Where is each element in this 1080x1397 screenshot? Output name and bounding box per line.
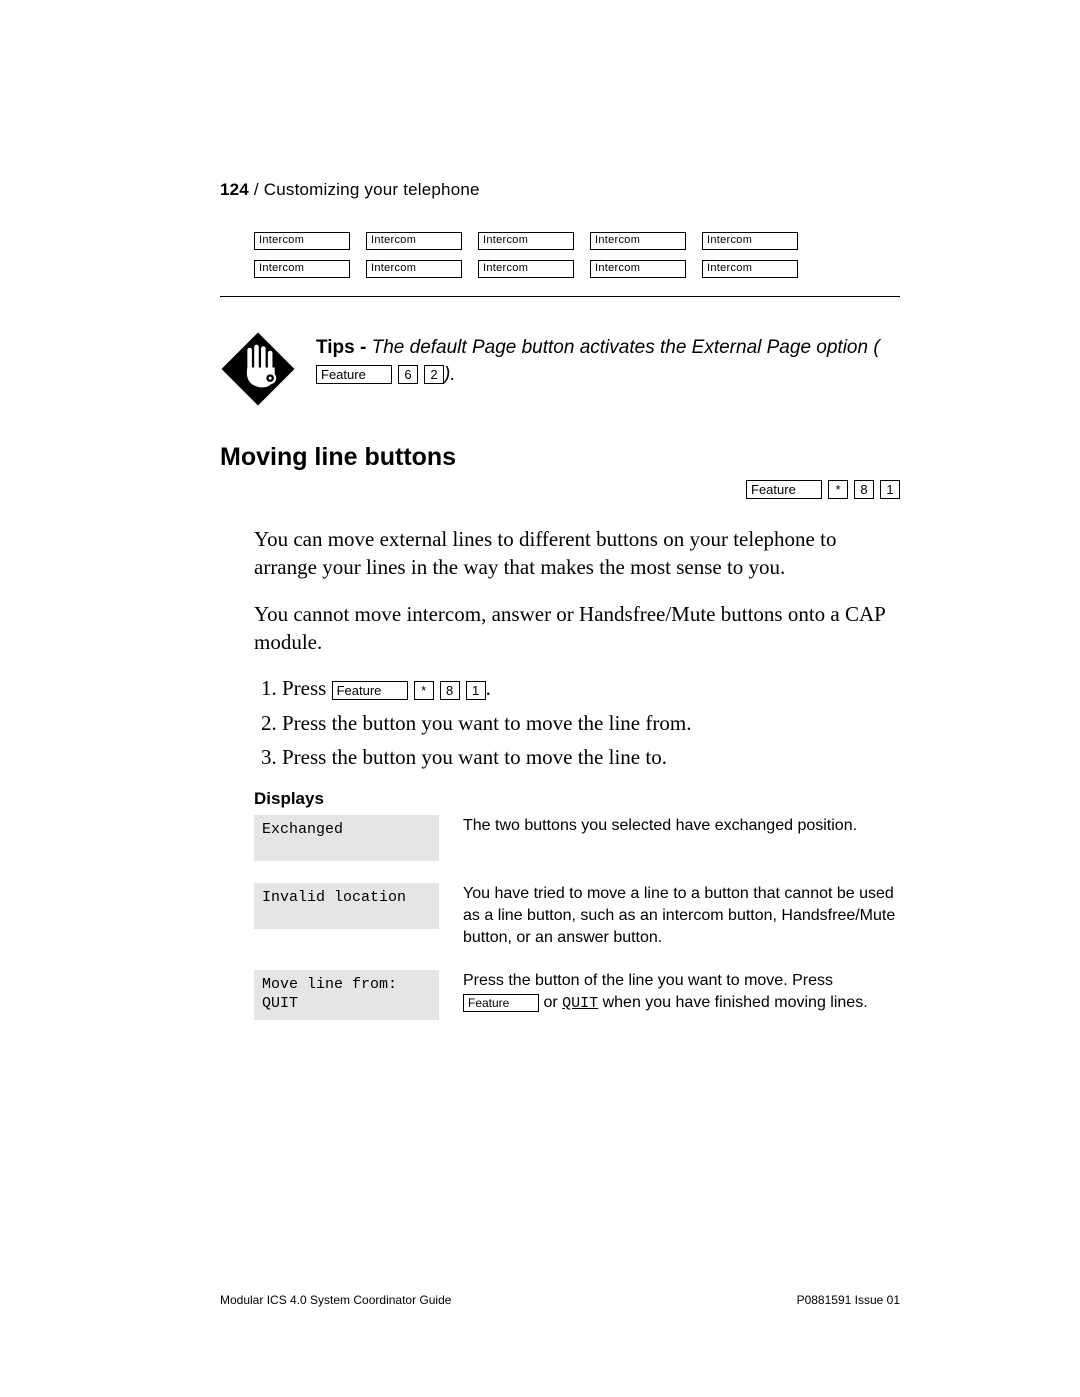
section-key-row: Feature * 8 1 [220, 480, 900, 499]
digit-key: 2 [424, 365, 444, 384]
digit-key: 8 [440, 681, 460, 700]
section-key-sequence: Feature * 8 1 [746, 480, 900, 499]
display-screen-cell: Invalid location [254, 883, 439, 948]
step-item: Press the button you want to move the li… [282, 709, 900, 737]
display-row: Move line from: QUIT Press the button of… [254, 970, 900, 1020]
digit-key: 8 [854, 480, 874, 499]
steps-list: Press Feature * 8 1 . Press the button y… [254, 674, 900, 771]
quit-label: QUIT [562, 995, 598, 1012]
tips-body-2: ). [444, 364, 456, 385]
section-heading-row: Moving line buttons [220, 443, 900, 472]
display-description: You have tried to move a line to a butto… [463, 883, 900, 948]
tips-text: Tips - The default Page button activates… [316, 331, 900, 388]
step-item: Press the button you want to move the li… [282, 743, 900, 771]
displays-heading: Displays [254, 789, 900, 809]
intercom-button: Intercom [366, 232, 462, 250]
page-header: 124 / Customizing your telephone [220, 180, 900, 200]
paragraph: You cannot move intercom, answer or Hand… [254, 600, 900, 657]
intercom-button: Intercom [478, 260, 574, 278]
step-item: Press Feature * 8 1 . [282, 674, 900, 702]
intercom-button: Intercom [254, 232, 350, 250]
body-text: You can move external lines to different… [254, 525, 900, 771]
step-text: . [486, 676, 491, 700]
star-key: * [414, 681, 434, 700]
tips-body-1: The default Page button activates the Ex… [372, 337, 880, 358]
display-screen: Exchanged [254, 815, 439, 861]
display-screen: Move line from: QUIT [254, 970, 439, 1020]
desc-text: Press the button of the line you want to… [463, 972, 833, 989]
display-line: Move line from: [262, 976, 431, 995]
intercom-button: Intercom [590, 232, 686, 250]
displays-table: Exchanged The two buttons you selected h… [254, 815, 900, 1019]
desc-text: when you have finished moving lines. [598, 994, 868, 1011]
display-line: QUIT [262, 995, 431, 1014]
feature-key: Feature [316, 365, 392, 384]
display-screen-cell: Exchanged [254, 815, 439, 861]
tips-icon [220, 331, 296, 407]
page-footer: Modular ICS 4.0 System Coordinator Guide… [220, 1293, 900, 1307]
chapter-title: / Customizing your telephone [249, 180, 480, 199]
display-screen: Invalid location [254, 883, 439, 929]
feature-key: Feature [463, 994, 539, 1012]
display-description: Press the button of the line you want to… [463, 970, 900, 1020]
paragraph: You can move external lines to different… [254, 525, 900, 582]
page: 124 / Customizing your telephone Interco… [0, 0, 1080, 1397]
section-heading: Moving line buttons [220, 443, 456, 472]
digit-key: 1 [880, 480, 900, 499]
digit-key: 6 [398, 365, 418, 384]
display-row: Exchanged The two buttons you selected h… [254, 815, 900, 861]
step-key-sequence: Feature * 8 1 [332, 681, 486, 700]
feature-key: Feature [332, 681, 408, 700]
star-key: * [828, 480, 848, 499]
footer-left: Modular ICS 4.0 System Coordinator Guide [220, 1293, 451, 1307]
feature-key: Feature [746, 480, 822, 499]
step-text: Press [282, 676, 332, 700]
tips-block: Tips - The default Page button activates… [220, 331, 900, 407]
display-row: Invalid location You have tried to move … [254, 883, 900, 948]
display-description: The two buttons you selected have exchan… [463, 815, 900, 861]
tips-key-sequence: Feature 6 2 [316, 365, 444, 384]
intercom-button: Intercom [702, 260, 798, 278]
intercom-button: Intercom [702, 232, 798, 250]
page-number: 124 [220, 180, 249, 199]
tips-label: Tips - [316, 337, 372, 358]
intercom-grid-wrapper: Intercom Intercom Intercom Intercom Inte… [220, 224, 900, 297]
intercom-button: Intercom [254, 260, 350, 278]
display-screen-cell: Move line from: QUIT [254, 970, 439, 1020]
intercom-grid: Intercom Intercom Intercom Intercom Inte… [254, 232, 900, 278]
digit-key: 1 [466, 681, 486, 700]
footer-right: P0881591 Issue 01 [797, 1293, 900, 1307]
desc-text: or [539, 994, 562, 1011]
intercom-button: Intercom [478, 232, 574, 250]
intercom-button: Intercom [590, 260, 686, 278]
intercom-button: Intercom [366, 260, 462, 278]
